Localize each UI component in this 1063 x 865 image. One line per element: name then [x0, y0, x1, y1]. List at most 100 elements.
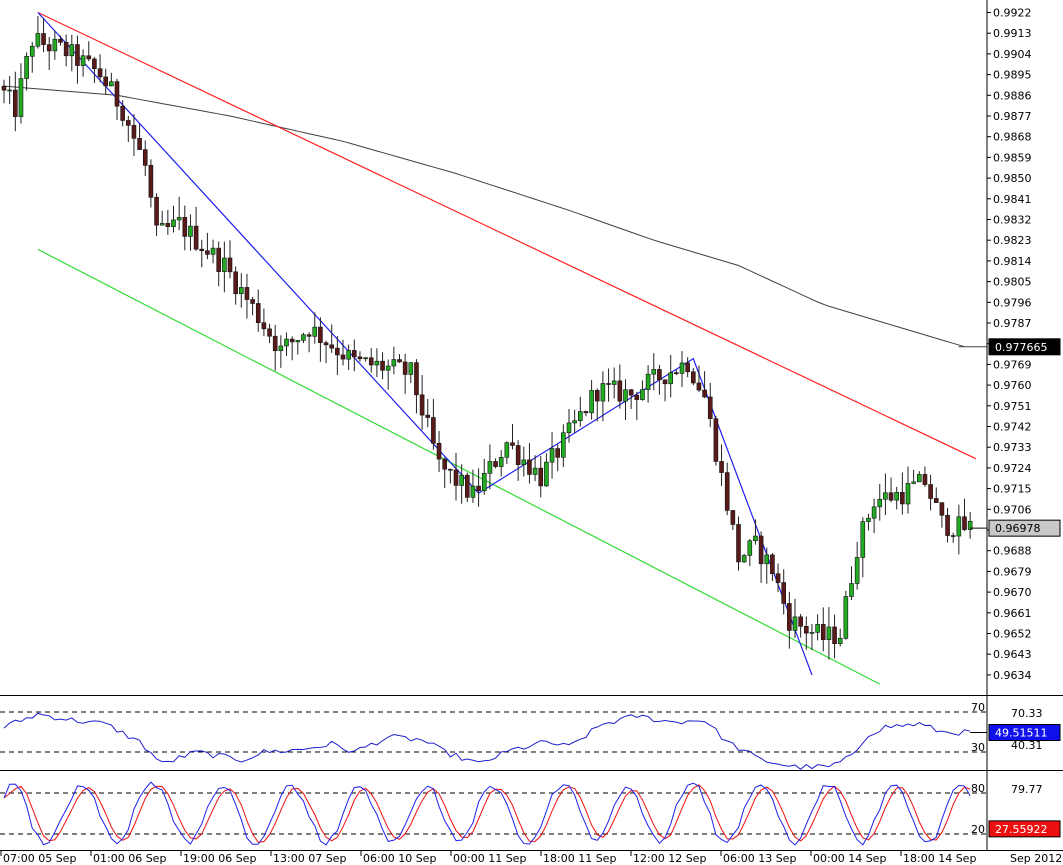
candle-body: [866, 517, 871, 522]
candle-body: [826, 626, 832, 640]
candle-body: [188, 225, 193, 237]
candle-body: [544, 461, 549, 487]
candle-body: [674, 372, 679, 375]
candle-body: [1, 85, 7, 91]
candle-body: [425, 414, 431, 418]
candle-body: [148, 165, 154, 198]
candle-body: [323, 342, 329, 346]
candle-body: [820, 624, 826, 640]
price-tick-label: 0.9652: [993, 628, 1032, 641]
price-tick-label: 0.9742: [993, 421, 1032, 434]
stochastic-value-label: 27.55922: [995, 823, 1048, 836]
candle-body: [459, 474, 464, 486]
candle-body: [792, 616, 798, 631]
price-tick-label: 0.9733: [993, 441, 1032, 454]
candle-body: [233, 271, 238, 295]
price-tick-label: 0.9661: [993, 607, 1032, 620]
candle-body: [193, 225, 199, 250]
time-tick-label: 00:00 11 Sep: [453, 852, 526, 865]
time-tick-label: 07:00 05 Sep: [3, 852, 76, 865]
candle-body: [453, 469, 459, 486]
price-tick-label: 0.9796: [993, 296, 1032, 309]
candle-body: [962, 516, 967, 530]
candle-body: [945, 514, 950, 536]
candle-body: [736, 524, 741, 563]
candle-body: [131, 125, 137, 139]
price-tick-label: 0.9688: [993, 545, 1032, 558]
candle-body: [239, 287, 244, 295]
candle-body: [651, 369, 657, 375]
candle-body: [770, 554, 775, 574]
candle-body: [448, 468, 453, 471]
price-tick-label: 0.9679: [993, 565, 1032, 578]
indicator-axis-label: 70.33: [1011, 707, 1043, 720]
candle-body: [493, 461, 498, 467]
candle-body: [803, 626, 809, 634]
candle-body: [142, 149, 148, 166]
price-tick-label: 0.9634: [993, 669, 1032, 682]
price-tick-label: 0.9670: [993, 586, 1032, 599]
candle-body: [250, 299, 255, 304]
candle-body: [877, 498, 883, 508]
time-tick-label: 18:00 14 Sep: [903, 852, 976, 865]
candle-body: [730, 510, 736, 525]
price-tick-label: 0.9715: [993, 483, 1032, 496]
candle-body: [849, 583, 854, 597]
price-tag-label: 0.96978: [995, 522, 1041, 535]
candle-body: [504, 442, 510, 458]
price-tick-label: 0.9886: [993, 89, 1032, 102]
candle-body: [385, 365, 391, 371]
candle-body: [487, 461, 493, 474]
candle-body: [837, 637, 843, 644]
candle-body: [753, 535, 758, 542]
level-label: 20: [971, 823, 985, 836]
candle-body: [120, 105, 125, 121]
candle-body: [933, 498, 939, 503]
candle-body: [126, 120, 131, 126]
time-tick-label: 01:00 06 Sep: [93, 852, 166, 865]
moving-average-line: [3, 85, 965, 348]
candle-body: [832, 626, 837, 644]
candle-body: [679, 362, 685, 374]
candle-body: [758, 535, 764, 565]
moving-average: [3, 85, 987, 348]
candle-body: [657, 369, 662, 381]
candle-body: [911, 481, 916, 484]
candle-body: [510, 442, 515, 446]
price-tick-label: 0.9760: [993, 379, 1032, 392]
candle-body: [561, 432, 566, 458]
candle-body: [888, 492, 894, 501]
candle-body: [527, 459, 532, 475]
time-axis-corner-label: Sep 2012: [1010, 852, 1062, 865]
candle-body: [69, 44, 75, 57]
candle-body: [306, 334, 312, 337]
candle-body: [871, 506, 877, 519]
time-tick-label: 19:00 06 Sep: [183, 852, 256, 865]
candle-body: [363, 357, 368, 360]
candle-body: [227, 257, 233, 273]
price-tick-label: 0.9787: [993, 317, 1032, 330]
candle-body: [747, 540, 753, 556]
candle-body: [210, 247, 216, 255]
candle-body: [843, 596, 849, 639]
candle-body: [707, 396, 713, 420]
candle-body: [402, 361, 408, 375]
candle-body: [272, 335, 278, 352]
price-tick-label: 0.9814: [993, 255, 1032, 268]
candle-body: [702, 389, 707, 398]
candle-body: [244, 287, 250, 300]
price-tick-label: 0.9706: [993, 503, 1032, 516]
time-axis: 07:00 05 Sep 01:00 06 Sep 19:00 06 Sep 13:0…: [0, 850, 1062, 865]
candle-body: [329, 344, 335, 349]
support-line: [37, 248, 881, 685]
candle-body: [950, 535, 956, 537]
stochastic-pane[interactable]: 80 20 79.77 27.55922: [0, 781, 1061, 846]
candle-body: [623, 389, 628, 402]
candle-body: [318, 326, 323, 343]
candle-body: [137, 138, 142, 150]
candle-body: [685, 362, 690, 373]
candle-body: [916, 474, 922, 483]
candle-body: [713, 418, 719, 462]
candle-body: [431, 417, 436, 444]
